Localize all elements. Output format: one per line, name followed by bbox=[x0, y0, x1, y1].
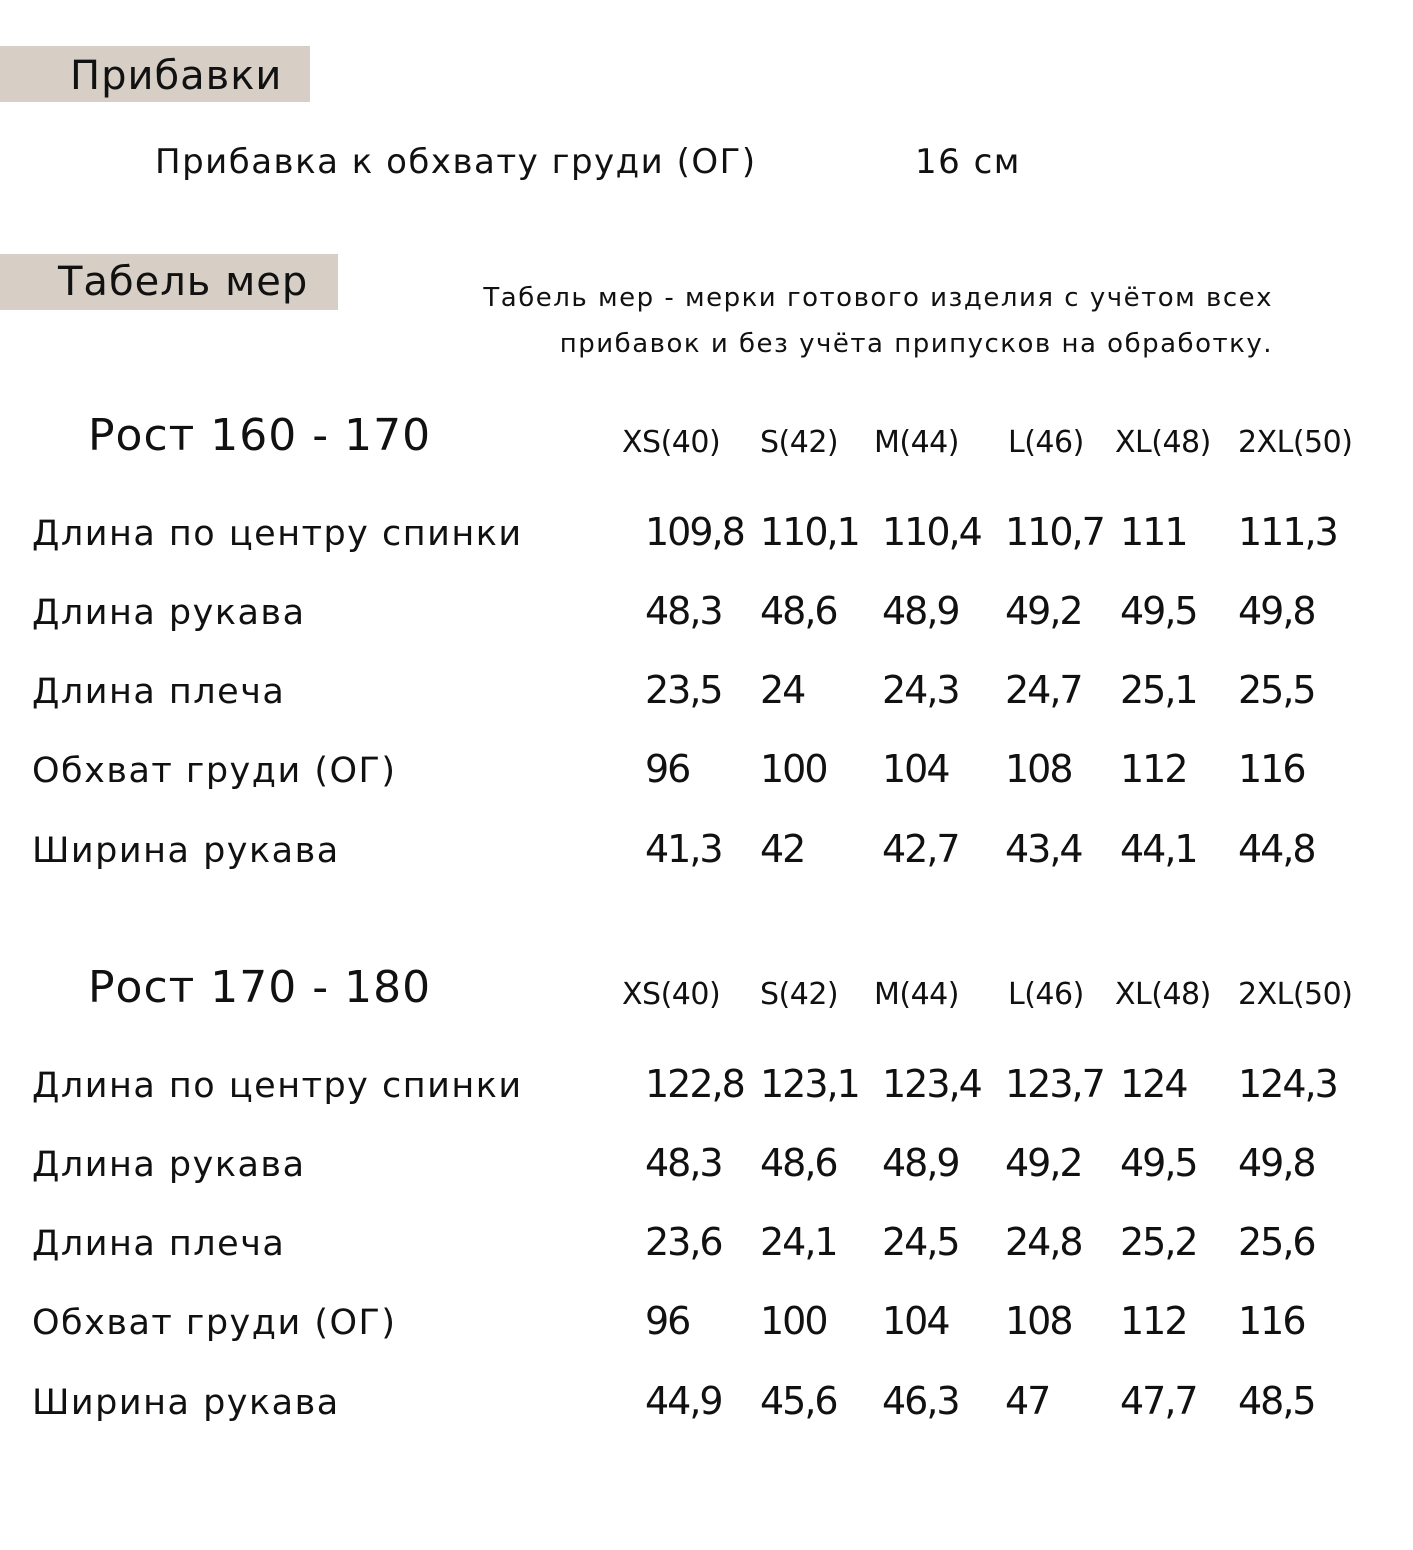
measurement-label: Ширина рукава bbox=[32, 1383, 340, 1423]
measurement-value: 48,9 bbox=[882, 589, 961, 633]
measurement-value: 24 bbox=[760, 668, 806, 712]
measurement-value: 104 bbox=[882, 1299, 951, 1343]
measurements-heading-box: Табель мер bbox=[0, 254, 338, 310]
measurement-label: Длина по центру спинки bbox=[32, 1066, 523, 1106]
measurement-label: Длина рукава bbox=[32, 1145, 306, 1185]
measurement-value: 123,7 bbox=[1005, 1062, 1106, 1106]
measurements-note: Табель мер - мерки готового изделия с уч… bbox=[483, 275, 1273, 367]
height-range-title: Рост 160 - 170 bbox=[88, 410, 432, 461]
measurement-value: 47,7 bbox=[1120, 1379, 1199, 1423]
measurement-value: 25,5 bbox=[1238, 668, 1317, 712]
measurement-value: 111 bbox=[1120, 510, 1189, 554]
measurement-value: 47 bbox=[1005, 1379, 1051, 1423]
note-line-1: Табель мер - мерки готового изделия с уч… bbox=[483, 283, 1273, 313]
measurement-value: 25,6 bbox=[1238, 1220, 1317, 1264]
addition-value: 16 см bbox=[915, 142, 1021, 182]
measurement-value: 116 bbox=[1238, 747, 1307, 791]
measurement-value: 48,9 bbox=[882, 1141, 961, 1185]
size-column-header: XS(40) bbox=[622, 425, 721, 460]
measurement-value: 49,2 bbox=[1005, 589, 1084, 633]
measurement-value: 48,6 bbox=[760, 589, 839, 633]
measurement-value: 42 bbox=[760, 827, 806, 871]
measurement-value: 110,4 bbox=[882, 510, 983, 554]
measurement-value: 45,6 bbox=[760, 1379, 839, 1423]
measurement-label: Длина плеча bbox=[32, 1224, 286, 1264]
measurement-value: 25,2 bbox=[1120, 1220, 1199, 1264]
measurement-value: 124 bbox=[1120, 1062, 1189, 1106]
additions-heading: Прибавки bbox=[70, 53, 283, 99]
measurement-value: 124,3 bbox=[1238, 1062, 1339, 1106]
size-column-header: 2XL(50) bbox=[1238, 977, 1353, 1012]
measurement-value: 44,8 bbox=[1238, 827, 1317, 871]
measurement-value: 123,4 bbox=[882, 1062, 983, 1106]
measurement-value: 24,8 bbox=[1005, 1220, 1084, 1264]
measurement-value: 24,1 bbox=[760, 1220, 839, 1264]
measurement-value: 25,1 bbox=[1120, 668, 1199, 712]
size-column-header: 2XL(50) bbox=[1238, 425, 1353, 460]
additions-heading-box: Прибавки bbox=[0, 46, 310, 102]
addition-label: Прибавка к обхвату груди (ОГ) bbox=[155, 142, 757, 182]
size-column-header: XL(48) bbox=[1115, 977, 1211, 1012]
size-column-header: S(42) bbox=[760, 977, 839, 1012]
measurement-value: 23,5 bbox=[645, 668, 724, 712]
size-column-header: M(44) bbox=[874, 425, 959, 460]
measurement-value: 24,3 bbox=[882, 668, 961, 712]
measurement-value: 49,8 bbox=[1238, 589, 1317, 633]
size-column-header: XS(40) bbox=[622, 977, 721, 1012]
height-range-title: Рост 170 - 180 bbox=[88, 962, 432, 1013]
measurement-value: 46,3 bbox=[882, 1379, 961, 1423]
measurements-heading: Табель мер bbox=[58, 259, 309, 305]
measurement-value: 111,3 bbox=[1238, 510, 1339, 554]
size-column-header: M(44) bbox=[874, 977, 959, 1012]
measurement-label: Обхват груди (ОГ) bbox=[32, 1303, 397, 1343]
size-column-header: XL(48) bbox=[1115, 425, 1211, 460]
measurement-value: 96 bbox=[645, 747, 691, 791]
measurement-value: 109,8 bbox=[645, 510, 746, 554]
measurement-label: Обхват груди (ОГ) bbox=[32, 751, 397, 791]
measurement-value: 108 bbox=[1005, 1299, 1074, 1343]
measurement-value: 123,1 bbox=[760, 1062, 861, 1106]
measurement-value: 104 bbox=[882, 747, 951, 791]
measurement-value: 44,9 bbox=[645, 1379, 724, 1423]
measurement-value: 112 bbox=[1120, 1299, 1189, 1343]
measurement-label: Ширина рукава bbox=[32, 831, 340, 871]
measurement-value: 23,6 bbox=[645, 1220, 724, 1264]
measurement-value: 42,7 bbox=[882, 827, 961, 871]
note-line-2: прибавок и без учёта припусков на обрабо… bbox=[559, 329, 1273, 359]
measurement-value: 108 bbox=[1005, 747, 1074, 791]
measurement-value: 49,2 bbox=[1005, 1141, 1084, 1185]
measurement-value: 24,5 bbox=[882, 1220, 961, 1264]
measurement-label: Длина по центру спинки bbox=[32, 514, 523, 554]
measurement-value: 41,3 bbox=[645, 827, 724, 871]
measurement-value: 48,6 bbox=[760, 1141, 839, 1185]
size-column-header: L(46) bbox=[1008, 977, 1084, 1012]
measurement-value: 48,3 bbox=[645, 589, 724, 633]
measurement-value: 100 bbox=[760, 747, 829, 791]
measurement-value: 110,1 bbox=[760, 510, 861, 554]
measurement-value: 100 bbox=[760, 1299, 829, 1343]
measurement-value: 96 bbox=[645, 1299, 691, 1343]
measurement-value: 122,8 bbox=[645, 1062, 746, 1106]
measurement-value: 48,5 bbox=[1238, 1379, 1317, 1423]
measurement-label: Длина плеча bbox=[32, 672, 286, 712]
measurement-value: 24,7 bbox=[1005, 668, 1084, 712]
measurement-value: 48,3 bbox=[645, 1141, 724, 1185]
measurement-value: 110,7 bbox=[1005, 510, 1106, 554]
measurement-value: 43,4 bbox=[1005, 827, 1084, 871]
measurement-value: 49,8 bbox=[1238, 1141, 1317, 1185]
size-column-header: L(46) bbox=[1008, 425, 1084, 460]
measurement-value: 49,5 bbox=[1120, 1141, 1199, 1185]
size-column-header: S(42) bbox=[760, 425, 839, 460]
measurement-value: 49,5 bbox=[1120, 589, 1199, 633]
measurement-label: Длина рукава bbox=[32, 593, 306, 633]
measurement-value: 44,1 bbox=[1120, 827, 1199, 871]
measurement-value: 112 bbox=[1120, 747, 1189, 791]
measurement-value: 116 bbox=[1238, 1299, 1307, 1343]
